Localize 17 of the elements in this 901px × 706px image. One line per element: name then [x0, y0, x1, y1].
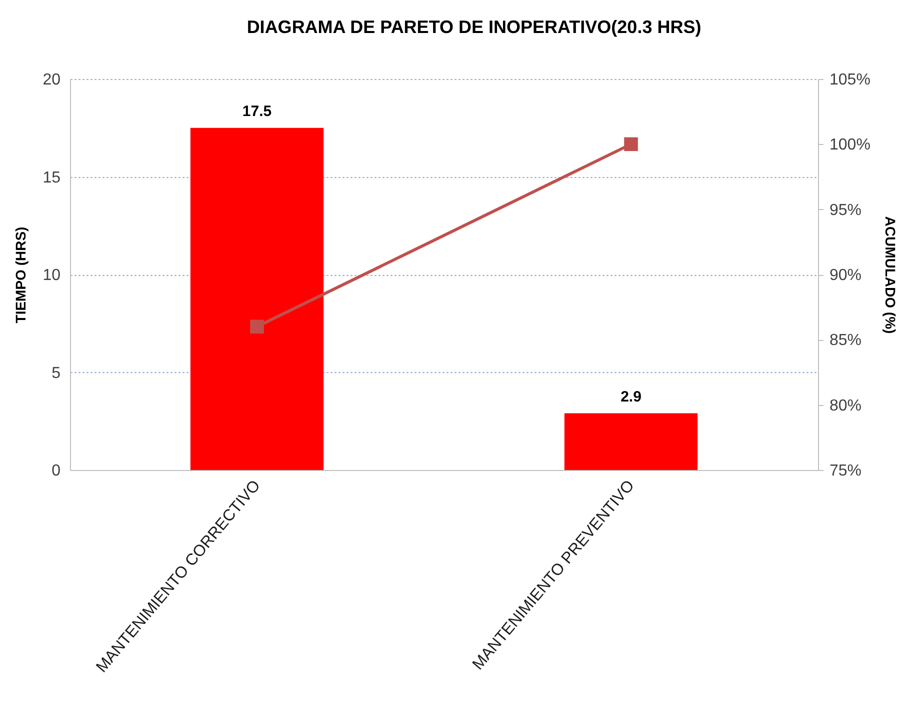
- y2-tick-label: 100%: [830, 136, 870, 154]
- y-tick-label: 20: [42, 72, 61, 88]
- y2-tick-label: 85%: [830, 332, 862, 350]
- data-label: 2.9: [620, 388, 642, 406]
- data-label: 17.5: [242, 102, 272, 120]
- y2-tick-label: 90%: [830, 267, 862, 284]
- y-tick-label: 0: [52, 462, 61, 480]
- y2-axis-title: ACUMULADO (%): [882, 216, 898, 334]
- y-tick-label: 5: [52, 364, 61, 382]
- y2-tick-label: 105%: [830, 72, 870, 88]
- y-tick-label: 10: [42, 267, 61, 284]
- y2-tick-label: 95%: [830, 202, 862, 219]
- y-tick-label: 15: [42, 169, 61, 186]
- y2-tick-label: 75%: [830, 462, 862, 480]
- chart-title: DIAGRAMA DE PARETO DE INOPERATIVO(20.3 HRS): [246, 17, 702, 37]
- y2-tick-label: 80%: [830, 397, 862, 414]
- y-axis-title: TIEMPO (HRS): [12, 226, 29, 324]
